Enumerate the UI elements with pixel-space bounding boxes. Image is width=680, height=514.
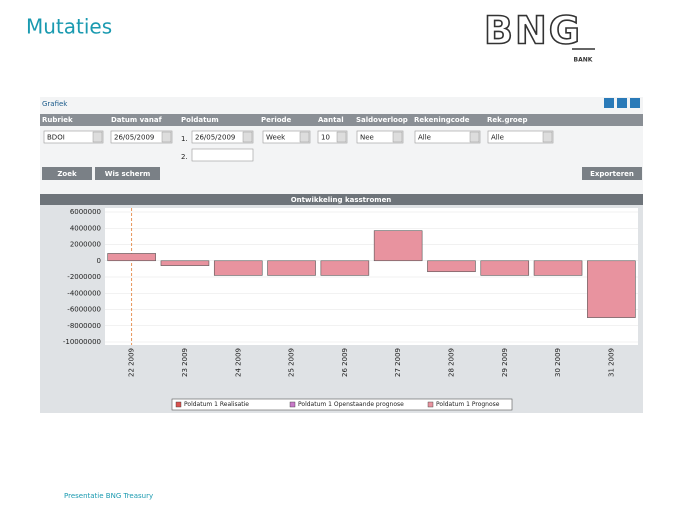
y-tick-label: 6000000	[70, 208, 101, 216]
field-value: 10	[321, 134, 330, 142]
field-button[interactable]	[299, 131, 310, 143]
poldatum-row: 2.	[181, 153, 188, 161]
field-value: Alle	[418, 134, 431, 142]
field-button[interactable]	[336, 131, 347, 143]
button[interactable]	[42, 167, 92, 180]
y-tick-label: 0	[97, 257, 101, 265]
chart-title-bar	[40, 194, 643, 205]
field-input[interactable]	[487, 130, 554, 144]
x-tick-label: 29 2009	[501, 348, 509, 377]
field-value: Alle	[491, 134, 504, 142]
field-label: Poldatum	[181, 116, 219, 124]
field-button[interactable]	[469, 131, 480, 143]
field-label: Rubriek	[42, 116, 73, 124]
field-label: Aantal	[318, 116, 344, 124]
field-value: 26/05/2009	[195, 134, 235, 142]
y-tick-label: -6000000	[67, 306, 101, 314]
field-value: BDOI	[47, 134, 65, 142]
chart-title: Ontwikkeling kasstromen	[291, 196, 392, 204]
x-tick-label: 24 2009	[234, 348, 242, 377]
label-bar	[40, 114, 643, 126]
bar	[107, 253, 156, 262]
field-button[interactable]	[92, 131, 103, 143]
field-input[interactable]	[191, 148, 254, 162]
legend-label: Poldatum 1 Prognose	[436, 401, 500, 408]
y-tick-label: 4000000	[70, 224, 101, 232]
x-tick-label: 27 2009	[394, 348, 402, 377]
field-label: Periode	[261, 116, 292, 124]
field-input[interactable]	[356, 130, 404, 144]
field-label: Rekeningcode	[414, 116, 470, 124]
legend-swatch	[289, 401, 296, 408]
x-tick-label: 28 2009	[447, 348, 455, 377]
field-value: 26/05/2009	[114, 134, 154, 142]
x-tick-label: 26 2009	[341, 348, 349, 377]
x-tick-label: 23 2009	[181, 348, 189, 377]
bar	[480, 260, 530, 276]
print-icon[interactable]	[630, 98, 640, 108]
field-value: Nee	[360, 134, 374, 142]
field-input[interactable]	[43, 130, 104, 144]
plot-area	[105, 208, 638, 345]
button[interactable]	[582, 167, 642, 180]
y-tick-label: -2000000	[67, 273, 101, 281]
legend	[171, 398, 513, 411]
legend-label: Poldatum 1 Openstaande prognose	[298, 401, 404, 408]
y-tick-label: -10000000	[63, 338, 101, 346]
field-input[interactable]	[191, 130, 254, 144]
footer: Presentatie BNG Treasury	[64, 492, 153, 500]
field-input[interactable]	[262, 130, 311, 144]
bar	[213, 260, 263, 276]
y-tick-label: -8000000	[67, 322, 101, 330]
field-button[interactable]	[161, 131, 172, 143]
bar	[533, 260, 583, 276]
logo: BNG	[484, 9, 582, 53]
page-title: Mutaties	[26, 15, 112, 39]
field-label: Saldoverloop	[356, 116, 408, 124]
field-input[interactable]	[414, 130, 481, 144]
logo-caption: BANK	[574, 57, 593, 64]
x-tick-label: 22 2009	[128, 348, 136, 377]
field-button[interactable]	[242, 131, 253, 143]
legend-swatch	[175, 401, 182, 408]
button-label: Wis scherm	[105, 170, 151, 178]
field-input[interactable]	[110, 130, 173, 144]
field-label: Datum vanaf	[111, 116, 163, 124]
x-tick-label: 25 2009	[288, 348, 296, 377]
mail-icon[interactable]	[617, 98, 627, 108]
y-tick-label: -4000000	[67, 289, 101, 297]
panel-title: Grafiek	[42, 100, 68, 108]
bar	[160, 260, 210, 266]
help-icon[interactable]	[604, 98, 614, 108]
bar	[267, 260, 316, 276]
field-button[interactable]	[392, 131, 403, 143]
button[interactable]	[95, 167, 160, 180]
x-tick-label: 31 2009	[607, 348, 615, 377]
bar	[427, 260, 476, 273]
legend-label: Poldatum 1 Realisatie	[184, 401, 249, 408]
poldatum-row: 1.	[181, 135, 188, 143]
bar	[587, 260, 636, 318]
button-label: Exporteren	[590, 170, 634, 178]
y-tick-label: 2000000	[70, 241, 101, 249]
button-label: Zoek	[57, 170, 77, 178]
bar	[373, 230, 423, 262]
x-tick-label: 30 2009	[554, 348, 562, 377]
legend-swatch	[427, 401, 434, 408]
field-value: Week	[266, 134, 286, 142]
bar	[320, 260, 370, 276]
field-label: Rek.groep	[487, 116, 527, 124]
field-button[interactable]	[542, 131, 553, 143]
